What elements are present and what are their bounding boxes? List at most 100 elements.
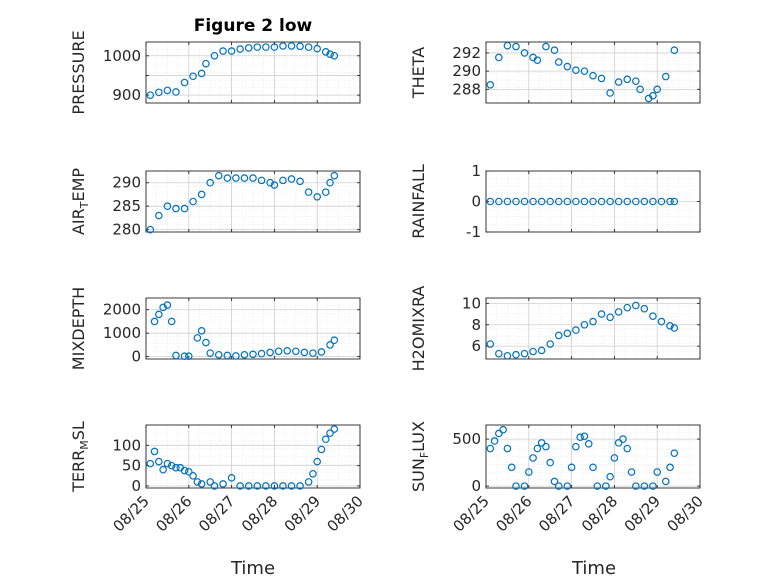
- data-point: [159, 465, 167, 474]
- data-point: [537, 197, 546, 206]
- data-point: [291, 347, 300, 356]
- data-point: [326, 50, 334, 59]
- data-point: [486, 80, 495, 89]
- data-point: [631, 301, 640, 310]
- data-point: [499, 425, 507, 434]
- y-tick-label: 6: [471, 337, 481, 355]
- data-point: [512, 482, 520, 490]
- data-point: [606, 472, 614, 481]
- y-axis-label: MIXDEPTH: [69, 287, 88, 370]
- data-point: [533, 444, 542, 453]
- data-point: [155, 88, 163, 97]
- y-tick-label: 500: [452, 430, 481, 448]
- data-point: [503, 351, 512, 360]
- subplot-sun-flux: 0 500 08/25 08/26 08/27 08/28 08/29 08/30 SUNFLU…: [409, 421, 707, 535]
- y-tick-label: 290: [112, 174, 141, 192]
- data-point: [584, 440, 593, 448]
- data-point: [529, 454, 537, 462]
- data-point: [326, 429, 334, 437]
- data-point: [197, 190, 206, 199]
- axes-box: [485, 41, 701, 104]
- data-point: [172, 463, 180, 472]
- data-point: [597, 74, 606, 83]
- data-point: [206, 478, 215, 486]
- data-point: [321, 188, 330, 196]
- data-point: [287, 482, 296, 490]
- data-point: [214, 171, 223, 180]
- data-point: [486, 444, 495, 453]
- data-point: [249, 350, 257, 359]
- data-point: [550, 477, 559, 486]
- x-tick-label: 08/29: [281, 492, 324, 535]
- data-point: [563, 482, 572, 490]
- data-point: [636, 85, 644, 94]
- data-point: [670, 324, 679, 332]
- data-point: [219, 47, 227, 55]
- data-point: [146, 225, 155, 234]
- data-point: [614, 308, 623, 316]
- data-point: [180, 78, 189, 87]
- data-point: [249, 174, 257, 182]
- data-point: [520, 482, 529, 490]
- data-point: [296, 177, 304, 186]
- data-point: [512, 197, 520, 206]
- data-point: [649, 197, 657, 206]
- figure-title: Figure 2 low: [194, 16, 313, 36]
- data-point: [309, 349, 317, 357]
- x-axis-label-left: Time: [230, 558, 275, 579]
- data-point: [640, 304, 649, 313]
- y-tick-label: 900: [112, 86, 141, 104]
- data-point: [189, 72, 197, 81]
- data-point: [640, 197, 649, 206]
- data-point: [649, 482, 657, 490]
- data-point: [317, 348, 326, 356]
- data-point: [563, 197, 572, 206]
- data-point: [546, 340, 555, 348]
- data-point: [614, 439, 623, 447]
- subplot-h2omixra: 6 8 10 H2OMIXRA: [409, 286, 701, 371]
- data-point: [309, 469, 317, 478]
- data-point: [185, 467, 193, 476]
- data-point: [202, 338, 210, 347]
- axes-box: [145, 170, 361, 233]
- data-point: [661, 72, 670, 81]
- data-point: [193, 334, 202, 342]
- data-point: [313, 44, 322, 53]
- data-point: [287, 42, 296, 50]
- y-tick-label: 50: [122, 457, 141, 475]
- data-point: [274, 347, 283, 356]
- data-point: [163, 301, 172, 309]
- data-point: [533, 56, 542, 65]
- y-axis-label: PRESSURE: [69, 30, 88, 114]
- data-point: [576, 433, 584, 442]
- data-point: [563, 329, 572, 338]
- data-point: [572, 442, 580, 451]
- data-point: [236, 482, 244, 490]
- data-point: [197, 480, 206, 488]
- data-point: [537, 346, 546, 355]
- x-tick-label: 08/28: [578, 492, 621, 535]
- data-point: [631, 77, 640, 85]
- data-point: [300, 348, 309, 357]
- axes-box: [145, 424, 361, 489]
- data-point: [262, 482, 270, 490]
- data-point: [155, 211, 163, 220]
- data-point: [623, 444, 632, 453]
- data-point: [666, 322, 674, 330]
- data-point: [631, 197, 640, 206]
- data-point: [244, 44, 253, 52]
- subplot-terr-msl: 0 50 100 08/25 08/26 08/27 08/28 08/29 08/30 TERR…: [69, 421, 367, 535]
- data-point: [146, 91, 155, 99]
- axes-box: [145, 297, 361, 360]
- y-tick-label: 290: [452, 62, 481, 80]
- data-point: [236, 45, 244, 53]
- data-point: [159, 303, 167, 312]
- data-point: [155, 457, 163, 466]
- data-point: [202, 59, 210, 68]
- data-point: [512, 350, 520, 359]
- data-point: [623, 197, 632, 206]
- y-axis-label: TERRMSL: [69, 421, 91, 493]
- data-point: [507, 463, 516, 472]
- y-axis-label: THETA: [409, 47, 428, 99]
